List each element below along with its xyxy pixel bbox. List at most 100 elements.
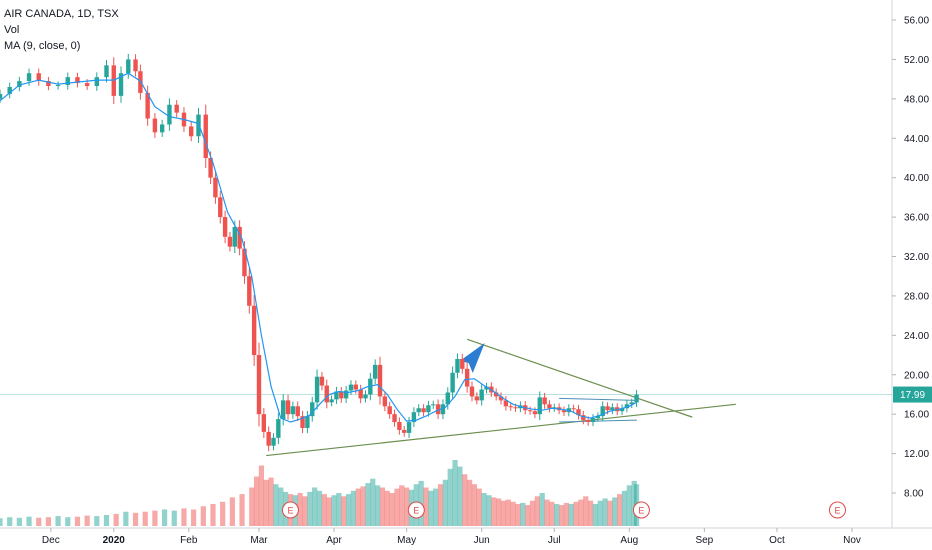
candle-body xyxy=(343,390,349,399)
volume-bar xyxy=(384,490,390,526)
volume-bar xyxy=(447,468,453,526)
candle-body xyxy=(513,407,518,409)
candle-body xyxy=(300,416,305,428)
volume-bar xyxy=(326,497,332,526)
candle-body xyxy=(392,414,397,423)
volume-bar xyxy=(370,478,376,526)
candle-body xyxy=(445,392,450,405)
candle-body xyxy=(610,407,615,411)
candle-body xyxy=(310,402,315,417)
candle-body xyxy=(159,124,165,133)
candle-body xyxy=(469,386,475,397)
candle-body xyxy=(256,355,262,415)
candle-body xyxy=(247,276,252,306)
candle-body xyxy=(26,73,32,82)
symbol-line: AIR CANADA, 1D, TSX xyxy=(4,8,119,20)
time-tick-label: 2020 xyxy=(103,535,126,546)
moving-average xyxy=(0,72,637,423)
volume-bar xyxy=(316,490,323,526)
candle-body xyxy=(431,404,436,406)
volume-bar xyxy=(462,474,468,526)
volume-bar xyxy=(486,495,492,526)
volume-bar xyxy=(568,504,574,526)
candle-body xyxy=(118,73,124,96)
price-tick-label: 24.00 xyxy=(904,331,929,342)
candle-body xyxy=(65,77,70,86)
volume-bar xyxy=(549,501,555,526)
candle-body xyxy=(484,386,489,390)
candle-body xyxy=(339,391,344,399)
candle-body xyxy=(440,404,446,415)
volume-bar xyxy=(297,493,303,526)
candle-body xyxy=(324,385,329,403)
earnings-marker-label: E xyxy=(834,506,840,516)
volume-bar xyxy=(365,483,371,526)
volume-bar xyxy=(113,513,119,526)
candle-body xyxy=(126,59,131,74)
volume-bar xyxy=(142,511,148,526)
candle-body xyxy=(174,104,179,113)
price-tick-label: 56.00 xyxy=(904,16,929,27)
volume-bar xyxy=(525,505,531,526)
earnings-marker-label: E xyxy=(638,506,644,516)
volume-bar xyxy=(573,501,579,526)
volume-bar xyxy=(360,486,366,526)
candle-body xyxy=(416,408,421,413)
candle-body xyxy=(261,414,267,432)
candle-body xyxy=(17,81,22,88)
candle-body xyxy=(0,93,3,99)
candle-body xyxy=(213,177,218,198)
candle-body xyxy=(94,77,100,87)
volume-bar xyxy=(457,466,463,526)
earnings-marker xyxy=(281,501,299,519)
candle-body xyxy=(590,418,596,423)
volume-bar xyxy=(558,505,565,526)
time-tick-label: Sep xyxy=(695,535,713,546)
volume-bar xyxy=(379,487,386,526)
volume-bar xyxy=(253,476,260,526)
candle-body xyxy=(600,406,605,417)
volume-bar xyxy=(389,493,395,526)
candle-body xyxy=(222,217,228,237)
volume-bar xyxy=(563,502,569,526)
volume-bar xyxy=(152,510,158,526)
volume-bar xyxy=(350,490,356,526)
last-price-badge xyxy=(893,386,932,403)
candle-body xyxy=(203,114,208,158)
candle-body xyxy=(251,305,257,356)
volume-bar xyxy=(229,497,235,526)
volume-bar xyxy=(505,499,511,526)
volume-bar xyxy=(312,487,318,526)
price-tick-label: 44.00 xyxy=(904,134,929,145)
volume-bar xyxy=(491,497,497,526)
time-tick-label: Dec xyxy=(42,535,60,546)
time-tick-label: Mar xyxy=(250,535,268,546)
price-tick-label: 12.00 xyxy=(904,449,929,460)
candle-body xyxy=(493,392,499,397)
volume-bar xyxy=(544,499,550,526)
price-axis: 56.00 52.00 48.00 44.00 40.00 36.00 32.00 28.00… xyxy=(892,16,932,500)
candle-body xyxy=(266,431,271,446)
volume-bar xyxy=(592,504,599,526)
candle-body xyxy=(46,81,51,87)
earnings-marker-label: E xyxy=(413,506,419,516)
range-top-line xyxy=(559,397,637,401)
candle-body xyxy=(314,376,320,403)
candle-body xyxy=(585,420,591,423)
volume-bar xyxy=(496,498,502,526)
candle-body xyxy=(450,372,455,393)
candle-body xyxy=(285,400,291,415)
candle-body xyxy=(319,376,325,386)
candle-body xyxy=(290,406,296,415)
volume-bar xyxy=(200,506,206,526)
volume-bar xyxy=(404,487,410,526)
price-tick-label: 16.00 xyxy=(904,410,929,421)
price-tick-label: 28.00 xyxy=(904,291,929,302)
volume-bar xyxy=(399,485,405,526)
volume-bar xyxy=(607,500,613,526)
time-tick-label: Jun xyxy=(474,535,490,546)
candle-body xyxy=(624,404,630,409)
volume-bar xyxy=(239,494,245,526)
